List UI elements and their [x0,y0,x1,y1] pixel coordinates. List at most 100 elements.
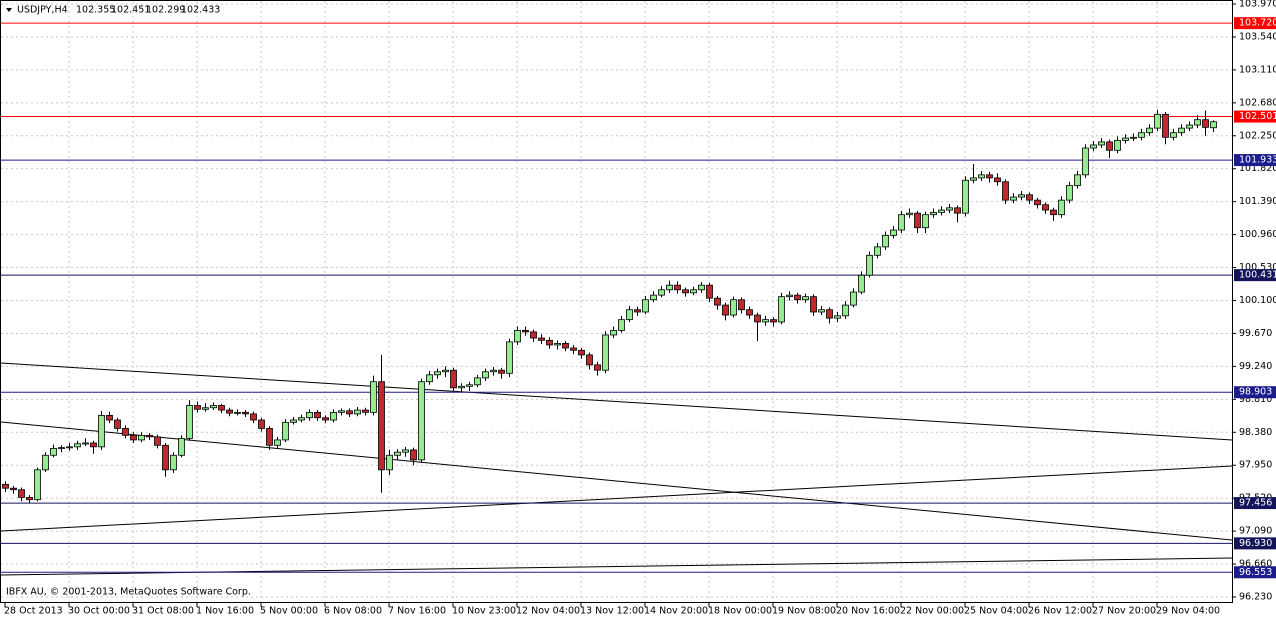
candle-body [850,291,857,306]
candle-body [634,309,641,313]
y-tick-label: 103.110 [1239,64,1276,75]
candle-body [690,289,697,294]
candle-body [658,289,665,296]
candle-body [266,428,273,446]
candle-body [434,371,441,376]
y-tick-label: 102.250 [1239,130,1276,141]
candle-body [1146,127,1153,134]
candle-body [322,417,329,421]
y-tick-label: 101.820 [1239,163,1276,174]
candle-body [362,409,369,413]
candle-body [282,421,289,441]
candle-body [442,369,449,373]
candle-body [210,405,217,409]
candle-body [794,294,801,301]
candle-body [1050,209,1057,216]
candle-body [66,446,73,449]
candle-body [218,405,225,411]
candle-body [810,296,817,313]
candle-body [106,415,113,421]
candle-body [258,419,265,429]
candle-body [1170,132,1177,138]
candle-body [890,229,897,236]
header-arrow [6,8,12,12]
x-tick-label: 25 Nov 04:00 [964,606,1028,617]
candle-body [946,207,953,211]
candle-body [242,411,249,415]
candle-body [170,454,177,471]
candle-body [162,444,169,471]
y-tick-label: 100.960 [1239,229,1276,240]
x-tick-label: 31 Oct 08:00 [132,606,194,617]
candle-body [834,315,841,319]
candle-body [122,428,129,436]
candle-body [58,447,65,450]
candle-body [930,211,937,216]
candle-body [410,449,417,461]
x-tick-label: 14 Nov 20:00 [644,606,708,617]
candle-body [738,299,745,311]
candle-body [602,334,609,371]
candle-body [1178,127,1185,134]
x-tick-label: 6 Nov 08:00 [324,606,382,617]
candle-body [202,407,209,410]
candle-body [642,299,649,313]
x-tick-label: 18 Nov 00:00 [708,606,772,617]
candle-body [650,294,657,301]
candle-body [1090,144,1097,149]
level-tag [1234,269,1276,282]
candle-body [1194,119,1201,126]
y-tick-label: 98.380 [1239,427,1272,438]
x-tick-label: 10 Nov 23:00 [452,606,516,617]
candle-body [330,411,337,421]
candle-body [1138,132,1145,138]
level-tag [1234,386,1276,399]
candle-body [490,369,497,373]
candle-body [938,209,945,213]
levels [1,22,1232,573]
level-tag [1234,154,1276,167]
candle-body [1130,136,1137,139]
candle-body [498,369,505,374]
level-tag [1234,566,1276,579]
candle-body [802,296,809,301]
x-tick-label: 19 Nov 08:00 [772,606,836,617]
candle-body [586,354,593,366]
candle-body [770,319,777,323]
x-tick-label: 20 Nov 16:00 [836,606,900,617]
candle-body [346,410,353,415]
level-tag [1234,17,1276,30]
candle-body [610,329,617,336]
header-open: 102.355 [76,5,115,16]
candle-body [578,349,585,356]
candle-body [82,442,89,445]
candle-body [154,436,161,446]
candle-body [978,174,985,179]
candles [2,109,1217,503]
level-label: 100.431 [1239,270,1276,281]
y-tick-label: 96.230 [1239,592,1272,603]
candle-body [762,319,769,323]
x-tick-label: 5 Nov 00:00 [260,606,318,617]
candle-body [594,364,601,371]
candle-body [746,309,753,316]
candle-body [1042,204,1049,211]
y-tick-label: 97.950 [1239,460,1272,471]
candle-body [666,284,673,291]
x-tick-label: 1 Nov 16:00 [196,606,254,617]
candle-body [514,329,521,343]
axes: 103.970 103.540 103.110 102.680 102.250 101.8… [4,0,1276,617]
y-tick-label: 100.100 [1239,295,1276,306]
y-tick-label: 102.680 [1239,97,1276,108]
candle-body [2,483,9,489]
candle-body [26,497,33,501]
candle-body [730,299,737,316]
level-label: 102.501 [1239,111,1276,122]
candle-body [378,381,385,471]
level-tag [1234,537,1276,550]
trend-line [0,465,1233,532]
y-tick-label: 96.660 [1239,559,1272,570]
candle-body [50,447,57,456]
candle-body [18,489,25,498]
